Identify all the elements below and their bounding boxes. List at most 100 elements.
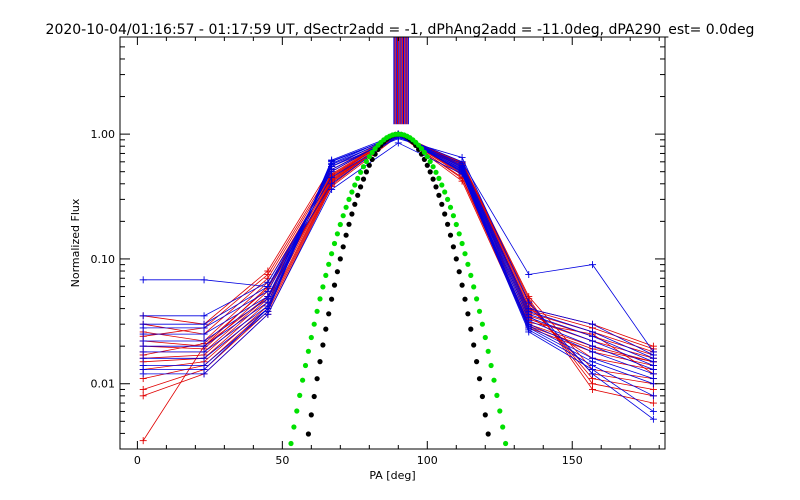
blue-data-point (589, 320, 597, 328)
green-fit-point (497, 408, 503, 414)
y-tick-label: 0.10 (91, 253, 116, 266)
green-fit-point (456, 231, 462, 237)
x-tick-label: 100 (417, 454, 438, 467)
black-fit-point (424, 162, 430, 168)
green-fit-point (288, 440, 294, 447)
green-fit-point (360, 164, 367, 170)
black-fit-point (323, 326, 329, 332)
x-axis-label: PA [deg] (369, 469, 415, 482)
black-fit-point (314, 376, 320, 382)
blue-data-point (139, 348, 147, 356)
green-fit-point (369, 149, 375, 155)
black-fit-point (343, 232, 349, 238)
green-fit-point (349, 189, 355, 195)
red-data-point (139, 385, 147, 393)
red-series-line (142, 133, 654, 441)
green-fit-point (447, 204, 454, 210)
green-fit-point (317, 296, 323, 302)
blue-data-point (328, 156, 336, 164)
green-fit-point (363, 158, 369, 165)
black-fit-point (474, 359, 480, 365)
black-fit-point (447, 232, 454, 238)
green-fit-point (424, 154, 430, 160)
blue-data-point (328, 185, 336, 193)
y-axis-label: Normalized Flux (69, 198, 82, 287)
green-fit-point (291, 424, 297, 430)
red-series-line (143, 134, 654, 356)
blue-data-point (458, 153, 466, 161)
green-fit-point (372, 146, 378, 152)
blue-data-point (200, 354, 208, 362)
green-fit-point (450, 213, 456, 219)
blue-data-point (200, 366, 208, 374)
axis-ticks: 0 50 100 150 0.01 0.10 1.00 (91, 36, 665, 467)
green-fit-point (320, 284, 326, 290)
black-fit-point (439, 201, 445, 207)
blue-data-point (328, 163, 336, 171)
red-data-point (139, 437, 147, 445)
green-fit-point (485, 348, 491, 354)
blue-data-point (525, 298, 533, 306)
blue-data-point (525, 271, 533, 279)
blue-series-line (143, 136, 654, 356)
black-fit-point (456, 269, 462, 275)
blue-data-point (589, 261, 597, 269)
black-fit-point (358, 184, 364, 190)
green-fit-point (476, 308, 483, 314)
green-fit-point (465, 261, 471, 267)
black-fit-point (436, 192, 442, 198)
black-fit-point (334, 269, 340, 275)
green-fit-point (479, 321, 485, 327)
green-fit-point (358, 169, 364, 175)
black-fit-point (366, 162, 372, 168)
red-data-point (264, 271, 272, 279)
green-fit-point (302, 362, 309, 369)
blue-data-point (139, 312, 147, 320)
black-fit-point (459, 282, 465, 288)
blue-data-point (458, 170, 466, 178)
green-fit-point (294, 408, 300, 414)
green-fit-point (346, 196, 352, 202)
green-fit-point (482, 334, 488, 341)
black-fit-point (317, 359, 323, 365)
black-fit-point (453, 256, 459, 262)
green-fit-point (503, 440, 509, 447)
black-fit-point (485, 431, 491, 437)
x-tick-label: 0 (134, 454, 141, 467)
fit-curves (288, 131, 509, 447)
series-traces (139, 130, 657, 445)
green-fit-point (311, 321, 317, 327)
blue-data-point (139, 366, 147, 374)
blue-series-line (143, 134, 654, 379)
black-fit-point (442, 211, 448, 217)
green-fit-point (430, 164, 436, 170)
blue-data-point (139, 324, 147, 332)
red-data-point (589, 385, 597, 393)
green-fit-point (418, 146, 425, 152)
green-fit-point (355, 175, 361, 181)
y-tick-label: 0.01 (91, 378, 116, 391)
green-fit-point (323, 272, 329, 278)
black-fit-point (360, 176, 367, 182)
black-fit-point (311, 393, 317, 400)
red-data-point (139, 392, 147, 400)
green-fit-point (297, 392, 303, 398)
black-fit-point (331, 282, 338, 288)
black-fit-point (465, 311, 471, 317)
green-fit-point (500, 424, 506, 430)
green-fit-point (326, 261, 332, 267)
green-fit-point (494, 392, 500, 398)
black-fit-point (308, 412, 314, 418)
blue-data-point (589, 370, 597, 378)
green-fit-point (439, 182, 445, 188)
blue-data-point (200, 312, 208, 320)
black-fit-point (340, 244, 346, 250)
green-fit-point (314, 308, 320, 314)
green-fit-point (329, 251, 335, 257)
blue-data-point (589, 348, 597, 356)
red-data-point (649, 399, 657, 407)
overlay-bars (393, 37, 409, 125)
green-fit-point (471, 284, 477, 290)
black-fit-point (450, 244, 456, 250)
